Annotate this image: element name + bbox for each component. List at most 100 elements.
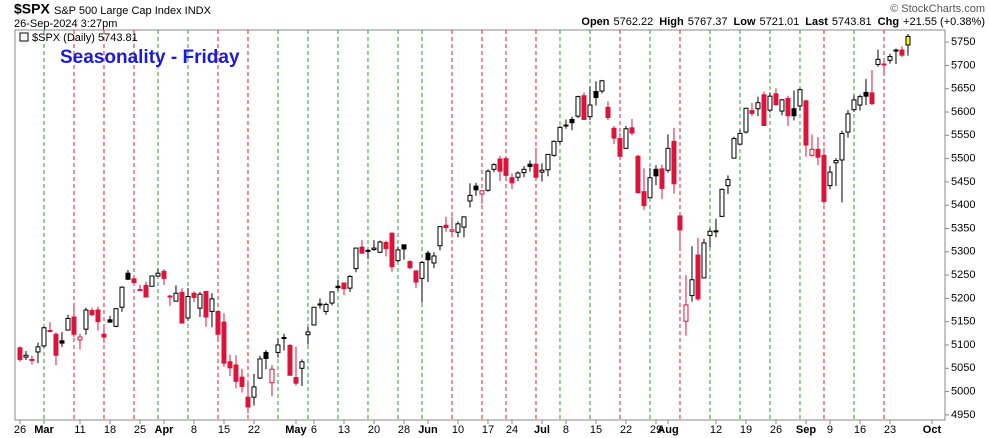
candle-body [101, 333, 107, 338]
candle-body [485, 170, 491, 191]
candle-body [413, 270, 419, 283]
datetime: 26-Sep-2024 3:27pm [14, 18, 117, 30]
y-tick-label: 5550 [951, 129, 975, 141]
quote-value: 5762.22 [614, 16, 654, 28]
candle-body [461, 216, 467, 228]
candle-body [845, 113, 851, 133]
candle-body [773, 93, 779, 106]
candle-body [53, 333, 59, 356]
candle-body [125, 272, 131, 280]
x-tick-label: 17 [482, 424, 494, 436]
candle-body [371, 247, 377, 250]
candle-body [569, 118, 575, 124]
candle-body [629, 127, 635, 134]
candle-body [221, 321, 227, 364]
y-tick-label: 5150 [951, 316, 975, 328]
candle-body [335, 285, 341, 289]
candle-body [491, 164, 497, 170]
candle-body [431, 255, 437, 264]
candle-body [533, 163, 539, 178]
x-tick-label: Jul [534, 424, 550, 436]
candle-body [659, 168, 665, 189]
x-tick-label: Oct [923, 424, 942, 436]
quote-value: +21.55 (+0.38%) [903, 16, 985, 28]
candle-body [881, 63, 887, 66]
candle-body [857, 96, 863, 106]
candle-body [227, 361, 233, 369]
y-tick-label: 5700 [951, 59, 975, 71]
candle-body [245, 396, 251, 408]
legend-icon [19, 32, 29, 42]
candle-body [353, 247, 359, 270]
candle-body [233, 364, 239, 382]
candle-body [383, 241, 389, 250]
candle-body [473, 185, 479, 191]
candle-body [131, 278, 137, 284]
candle-body [275, 344, 281, 353]
candle-body [71, 316, 77, 335]
candle-body [803, 100, 809, 146]
candle-body [677, 215, 683, 231]
candle-body [593, 91, 599, 99]
candle-body [137, 289, 143, 292]
annotation: Seasonality - Friday [60, 47, 240, 68]
candle-body [257, 358, 263, 379]
x-tick-label: Apr [155, 424, 175, 436]
candle-body [695, 254, 701, 300]
candle-body [557, 126, 563, 142]
candle-body [869, 92, 875, 105]
candle-body [875, 58, 881, 65]
candle-body [29, 358, 35, 361]
candle-body [665, 147, 671, 171]
y-tick-label: 5250 [951, 269, 975, 281]
candle-body [23, 354, 29, 358]
quote-value: 5743.81 [832, 16, 872, 28]
candle-body [389, 232, 395, 268]
x-tick-label: Aug [657, 424, 678, 436]
x-tick-label: 8 [563, 424, 569, 436]
x-tick-label: 10 [452, 424, 464, 436]
candle-body [479, 190, 485, 195]
plot [17, 30, 911, 420]
x-tick-label: Jun [418, 424, 438, 436]
x-tick-label: 11 [74, 424, 85, 436]
candle-body [311, 306, 317, 326]
candle-body [263, 351, 269, 359]
x-tick-label: Mar [34, 424, 54, 436]
candle-body [641, 191, 647, 207]
candle-body [887, 56, 893, 61]
plot-frame [14, 29, 946, 421]
quote-value: 5721.01 [760, 16, 800, 28]
legend: $SPX (Daily) 5743.81 [32, 32, 138, 44]
candle-body [851, 99, 857, 111]
copyright: © StockCharts.com [890, 3, 985, 15]
candle-body [425, 252, 431, 261]
candle-body [791, 108, 797, 117]
x-tick-label: 15 [590, 424, 602, 436]
y-tick-label: 5300 [951, 246, 975, 258]
candle-body [419, 262, 425, 279]
symbol: $SPX [14, 1, 50, 17]
candle-body [149, 275, 155, 287]
candle-body [395, 249, 401, 262]
candle-body [527, 163, 533, 168]
candle-body [203, 290, 209, 318]
candle-body [599, 80, 605, 92]
candle-body [809, 148, 815, 156]
x-tick-label: 15 [218, 424, 230, 436]
candle-body [329, 291, 335, 304]
candle-body [65, 317, 71, 331]
y-tick-label: 5200 [951, 292, 975, 304]
candle-body [347, 275, 353, 289]
x-tick-label: 23 [884, 424, 896, 436]
candle-body [785, 97, 791, 117]
quote: Open 5762.22 High 5767.37 Low 5721.01 Last 5743… [581, 16, 985, 28]
x-tick-label: May [285, 424, 307, 436]
quote-label: Low [734, 16, 756, 28]
candle-body [167, 295, 173, 298]
candle-body [551, 140, 557, 156]
candle-body [581, 95, 587, 120]
y-tick-label: 5600 [951, 106, 975, 118]
security-name: S&P 500 Large Cap Index INDX [54, 5, 212, 17]
candle-body [833, 159, 839, 164]
